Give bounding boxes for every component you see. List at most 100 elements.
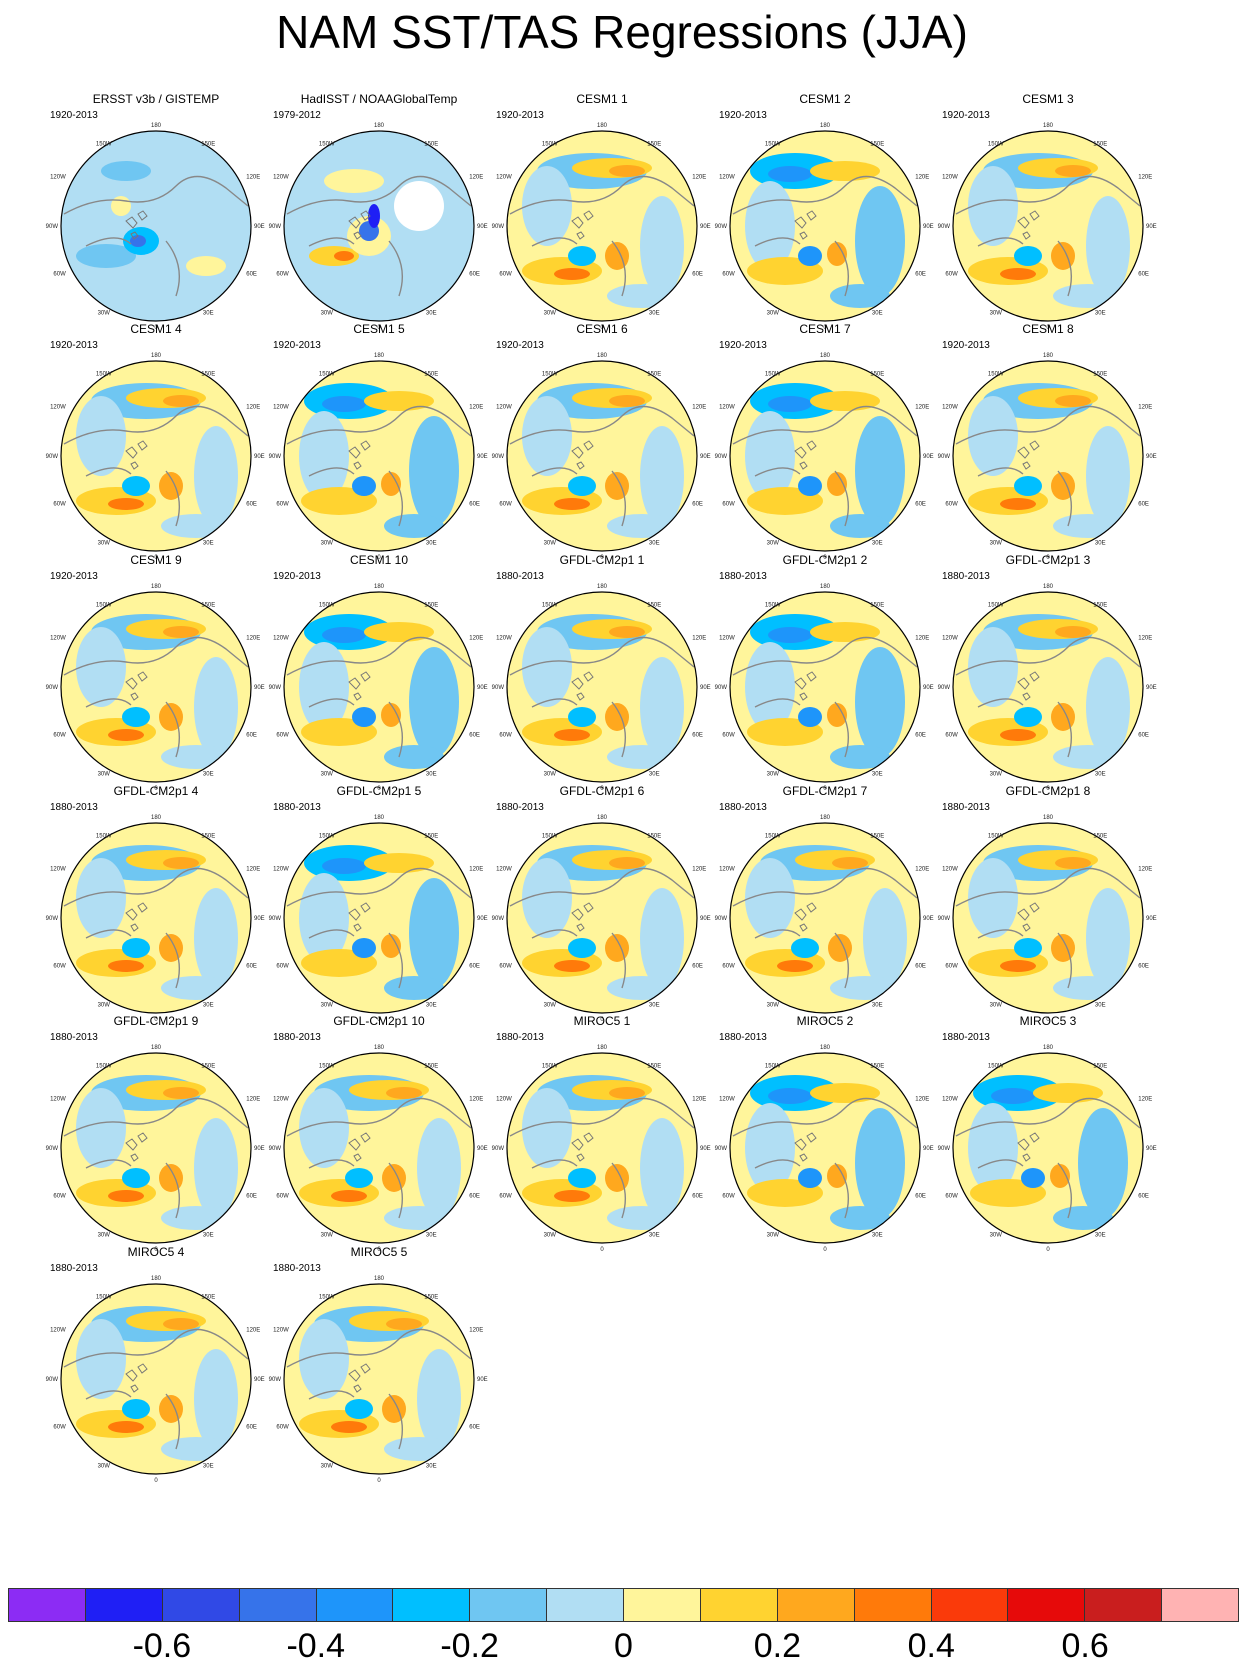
longitude-label: 150E <box>424 1063 438 1069</box>
map-panel: CESM1 1 180 150W 150E 120W 120E 90W 90E 60W 60E 30… <box>484 92 720 334</box>
polar-map: 180 150W 150E 120W 120E 90W 90E 60W 60E 30W 30E 0 <box>938 815 1157 1023</box>
colorbar-swatch <box>470 1589 548 1621</box>
anomaly-patch <box>827 1164 847 1188</box>
polar-map: 180 150W 150E 120W 120E 90W 90E 60W 60E 30W 30E 0 <box>46 353 265 561</box>
anomaly-patch <box>163 1087 199 1099</box>
longitude-label: 60W <box>499 963 512 969</box>
longitude-label: 120E <box>246 175 260 181</box>
longitude-label: 150E <box>647 602 661 608</box>
panel-title: CESM1 2 <box>799 92 851 106</box>
map-panel: GFDL-CM2p1 8 180 150W 150E 120W 120E 90W 90E 60W… <box>930 784 1166 1026</box>
longitude-label: 90W <box>715 454 728 460</box>
longitude-label: 60E <box>469 963 480 969</box>
longitude-label: 150W <box>765 1063 781 1069</box>
map-boundary <box>283 130 475 322</box>
longitude-label: 0 <box>1046 1017 1050 1023</box>
longitude-label: 30W <box>544 1232 557 1238</box>
longitude-label: 120E <box>246 867 260 873</box>
longitude-label: 150W <box>319 141 335 147</box>
anomaly-patch <box>194 426 238 526</box>
longitude-label: 90E <box>1146 916 1157 922</box>
panel-period: 1880-2013 <box>942 571 990 582</box>
longitude-label: 120E <box>692 867 706 873</box>
longitude-label: 90W <box>46 224 59 230</box>
longitude-label: 90W <box>46 1146 59 1152</box>
longitude-label: 150E <box>1093 371 1107 377</box>
longitude-label: 30E <box>426 310 437 316</box>
longitude-label: 90W <box>492 224 505 230</box>
longitude-label: 120E <box>692 405 706 411</box>
polar-map: 180 150W 150E 120W 120E 90W 90E 60W 60E 30W 30E 0 <box>46 123 265 331</box>
longitude-label: 30E <box>426 1232 437 1238</box>
longitude-label: 150E <box>1093 141 1107 147</box>
longitude-label: 150W <box>988 833 1004 839</box>
colorbar-tick-label: 0.6 <box>1061 1627 1109 1665</box>
polar-map: 180 150W 150E 120W 120E 90W 90E 60W 60E 30W 30E 0 <box>46 815 265 1023</box>
anomaly-patch <box>101 161 151 181</box>
anomaly-patch <box>163 857 199 869</box>
longitude-label: 90E <box>700 1146 711 1152</box>
longitude-label: 120W <box>273 405 289 411</box>
polar-map: 180 150W 150E 120W 120E 90W 90E 60W 60E 30W 30E 0 <box>938 123 1157 331</box>
anomaly-patch <box>122 1168 150 1188</box>
map-panel: CESM1 5 180 150W 150E 120W 120E 90W 90E 60W 60E 30… <box>261 322 497 564</box>
panel-period: 1920-2013 <box>719 110 767 121</box>
polar-map: 180 150W 150E 120W 120E 90W 90E 60W 60E 30W 30E 0 <box>715 1045 934 1253</box>
coastline <box>63 636 249 758</box>
longitude-label: 30E <box>872 540 883 546</box>
polar-map: 180 150W 150E 120W 120E 90W 90E 60W 60E 30W 30E 0 <box>715 584 934 792</box>
longitude-label: 120E <box>469 405 483 411</box>
longitude-label: 0 <box>377 555 381 561</box>
longitude-label: 0 <box>154 1017 158 1023</box>
longitude-label: 60E <box>246 1193 257 1199</box>
longitude-label: 30W <box>98 1463 111 1469</box>
coastline <box>732 405 918 527</box>
arctic-islands <box>571 440 594 470</box>
longitude-label: 30E <box>203 1463 214 1469</box>
longitude-label: 60W <box>276 1193 289 1199</box>
map-boundary <box>506 360 698 552</box>
polar-map: 180 150W 150E 120W 120E 90W 90E 60W 60E 30W 30E 0 <box>492 584 711 792</box>
longitude-label: 0 <box>600 786 604 792</box>
longitude-label: 0 <box>154 325 158 331</box>
longitude-label: 150W <box>542 602 558 608</box>
anomaly-patch <box>1021 1168 1045 1188</box>
anomaly-patch <box>384 745 444 769</box>
anomaly-patch <box>324 169 384 193</box>
map-panel: MIROC5 1 180 150W 150E 120W 120E 90W 90E 60W 60E 3… <box>484 1014 720 1256</box>
longitude-label: 90W <box>492 916 505 922</box>
longitude-label: 0 <box>377 1478 381 1484</box>
anomaly-patch <box>827 472 847 496</box>
longitude-label: 120W <box>50 1328 66 1334</box>
map-panel: CESM1 2 180 150W 150E 120W 120E 90W 90E 60W 60E 30… <box>707 92 943 334</box>
map-panel: MIROC5 5 180 150W 150E 120W 120E 90W 90E 60W 60E 3… <box>261 1245 497 1487</box>
anomaly-patch <box>1000 498 1036 510</box>
coastline <box>955 867 1141 989</box>
coastline <box>63 867 249 989</box>
longitude-label: 150W <box>319 833 335 839</box>
longitude-label: 60E <box>469 732 480 738</box>
longitude-label: 120W <box>942 175 958 181</box>
longitude-label: 120W <box>496 636 512 642</box>
panel-title: GFDL-CM2p1 5 <box>336 784 422 798</box>
panel-period: 1880-2013 <box>50 802 98 813</box>
map-boundary <box>283 360 475 552</box>
longitude-label: 150W <box>542 833 558 839</box>
coastline <box>509 867 695 989</box>
longitude-label: 180 <box>1043 1045 1054 1051</box>
anomaly-patch <box>108 1421 144 1433</box>
colorbar-swatch <box>162 1589 240 1621</box>
anomaly-patch <box>368 204 380 228</box>
longitude-label: 150W <box>988 371 1004 377</box>
longitude-label: 150W <box>96 1294 112 1300</box>
longitude-label: 90E <box>477 454 488 460</box>
panel-period: 1880-2013 <box>496 571 544 582</box>
panel-period: 1920-2013 <box>942 340 990 351</box>
longitude-label: 150E <box>647 141 661 147</box>
panel-period: 1979-2012 <box>273 110 321 121</box>
longitude-label: 120W <box>496 175 512 181</box>
longitude-label: 30W <box>990 540 1003 546</box>
longitude-label: 180 <box>1043 353 1054 359</box>
longitude-label: 120E <box>692 636 706 642</box>
map-boundary <box>283 1283 475 1475</box>
